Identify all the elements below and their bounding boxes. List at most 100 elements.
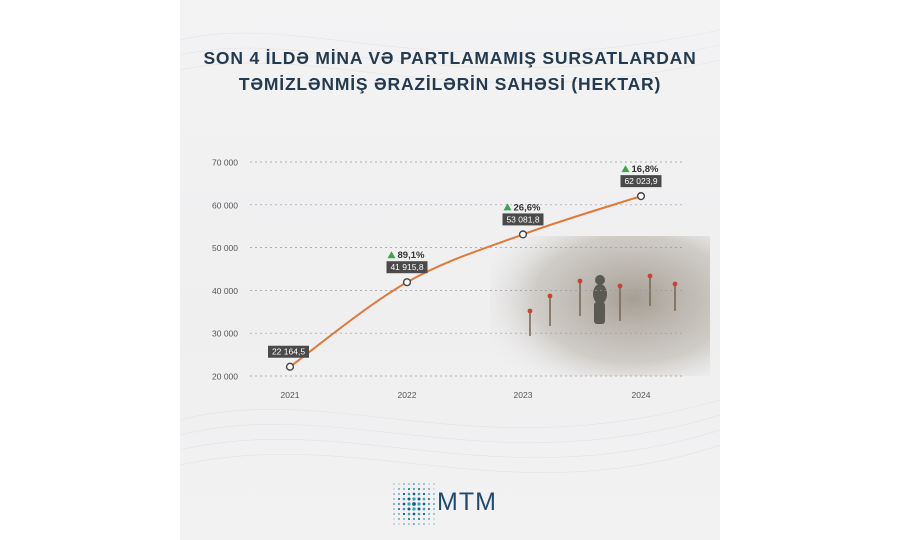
logo-dot: [403, 523, 405, 525]
logo-dot: [393, 513, 395, 515]
logo-dot: [428, 518, 430, 520]
growth-arrow-icon: [503, 203, 512, 211]
logo-dot: [402, 512, 406, 516]
y-tick-label: 60 000: [212, 200, 238, 210]
growth-arrow-icon: [621, 165, 630, 173]
logo-dot: [433, 493, 435, 495]
logo-dot: [428, 483, 430, 485]
logo-dot: [427, 507, 431, 511]
data-point: [285, 362, 295, 371]
logo-dot: [417, 497, 421, 501]
logo-dot: [408, 483, 410, 485]
logo-dot: [407, 512, 411, 516]
logo-dot: [417, 492, 421, 496]
logo-dot: [433, 503, 435, 505]
logo-dot: [393, 488, 395, 490]
data-point: [636, 192, 646, 201]
logo-dot: [402, 507, 406, 511]
logo-dot: [412, 517, 416, 521]
logo-dot: [412, 492, 416, 496]
logo-dot: [417, 487, 421, 491]
logo-dot: [397, 502, 401, 506]
logo-dot: [398, 493, 400, 495]
logo-dot: [398, 488, 400, 490]
logo-dot: [422, 507, 426, 511]
data-label-box: [620, 175, 662, 188]
logo-dot: [402, 492, 406, 496]
logo-dot: [417, 512, 421, 516]
logo-dot: [393, 523, 395, 525]
logo-dot: [407, 487, 411, 491]
growth-label: 16,8%: [632, 164, 659, 175]
growth-arrow-icon: [387, 251, 396, 259]
data-label: 53 081,8: [506, 214, 539, 224]
mtm-logo-text: MTM: [437, 488, 497, 516]
logo-dot: [398, 518, 400, 520]
logo-dot: [407, 507, 411, 511]
logo-dot: [422, 497, 426, 501]
data-label: 41 915,8: [390, 262, 423, 272]
logo-dot: [403, 488, 405, 490]
logo-dot: [407, 517, 411, 521]
logo-dot: [433, 498, 435, 500]
logo-dot: [422, 502, 426, 506]
logo-dot: [433, 488, 435, 490]
logo-dot: [393, 493, 395, 495]
y-tick-label: 20 000: [212, 372, 238, 382]
logo-dot: [428, 513, 430, 515]
chart-title-line-2: TƏMİZLƏNMİŞ ƏRAZİLƏRİN SAHƏSİ (HEKTAR): [238, 74, 662, 94]
logo-dot: [398, 483, 400, 485]
growth-label: 89,1%: [398, 250, 425, 261]
logo-dot: [407, 497, 411, 501]
logo-dot: [407, 492, 411, 496]
logo-dot: [418, 523, 420, 525]
logo-dot: [407, 502, 411, 506]
y-tick-label: 30 000: [212, 329, 238, 339]
logo-dot: [422, 512, 426, 516]
logo-dot: [412, 507, 416, 511]
logo-dot: [398, 523, 400, 525]
infographic-card: SON 4 İLDƏ MİNA VƏ PARTLAMAMIŞ SURSATLAR…: [180, 0, 720, 540]
logo-dot: [397, 497, 401, 501]
growth-label: 26,6%: [514, 202, 541, 213]
logo-dot: [412, 497, 416, 501]
logo-dot: [433, 513, 435, 515]
data-point: [518, 230, 528, 239]
logo-dot: [398, 513, 400, 515]
mtm-logo-icon: [393, 483, 435, 525]
logo-dot: [417, 507, 421, 511]
y-tick-label: 70 000: [212, 158, 238, 168]
logo-dot: [403, 518, 405, 520]
logo-dot: [428, 523, 430, 525]
logo-dot: [413, 483, 415, 485]
logo-dot: [423, 518, 425, 520]
data-label: 22 164,5: [272, 347, 305, 357]
logo-dot: [423, 523, 425, 525]
logo-dot: [433, 483, 435, 485]
y-tick-label: 50 000: [212, 243, 238, 253]
deminer-field-photo: [490, 236, 710, 376]
x-tick-label: 2022: [398, 390, 417, 400]
x-tick-label: 2024: [632, 390, 651, 400]
logo-dot: [433, 508, 435, 510]
logo-dot: [412, 487, 416, 491]
data-label-box: [502, 213, 544, 226]
logo-dot: [418, 483, 420, 485]
data-label: 62 023,9: [624, 176, 657, 186]
data-label-box: [268, 345, 309, 358]
x-tick-label: 2021: [281, 390, 300, 400]
logo-dot: [402, 497, 406, 501]
line-chart: 20 000 30 000 40 000 50 000 60 000 70 000 202…: [212, 158, 685, 400]
logo-dot: [412, 512, 416, 516]
logo-dot: [393, 498, 395, 500]
logo-dot: [393, 483, 395, 485]
logo-dot: [397, 507, 401, 511]
logo-dot: [428, 493, 430, 495]
logo-dot: [393, 508, 395, 510]
logo-dot: [408, 523, 410, 525]
series-line: [289, 195, 642, 368]
logo-dot: [412, 502, 416, 506]
logo-dot: [427, 502, 431, 506]
data-label-box: [386, 261, 428, 274]
logo-dot: [417, 502, 421, 506]
